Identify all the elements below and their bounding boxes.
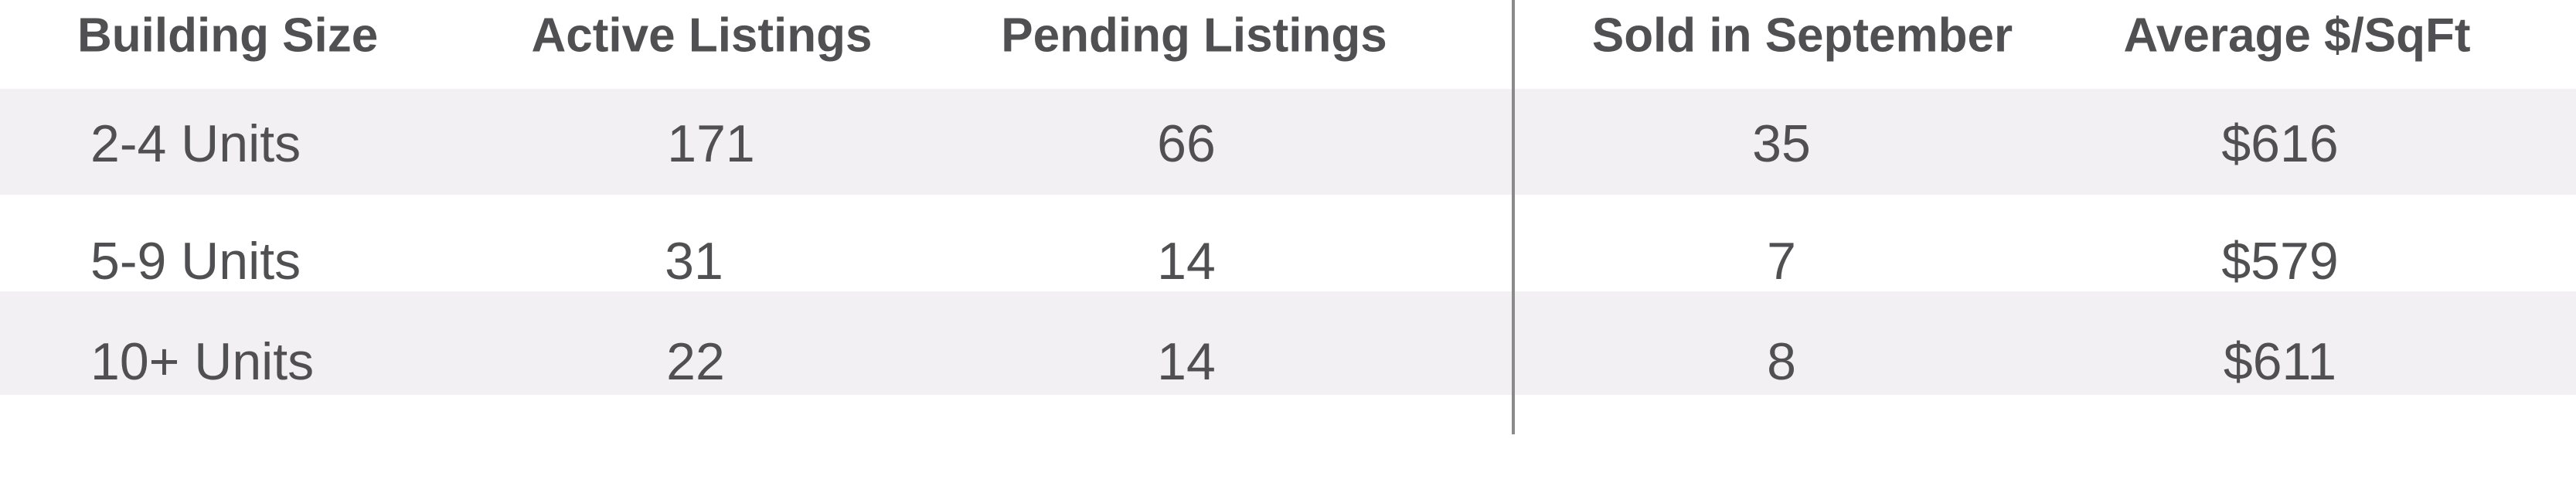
cell-pending: 66: [1157, 114, 1216, 173]
cell-average: $611: [2223, 332, 2337, 391]
cell-sold: 35: [1752, 114, 1811, 173]
cell-active: 31: [665, 232, 723, 291]
column-divider: [1512, 0, 1515, 434]
row-stripe: [0, 291, 2576, 395]
header-average-price: Average $/SqFt: [2123, 9, 2471, 63]
header-building-size: Building Size: [77, 9, 379, 63]
cell-active: 171: [667, 114, 755, 173]
header-active-listings: Active Listings: [531, 9, 873, 63]
cell-pending: 14: [1157, 332, 1216, 391]
cell-sold: 7: [1767, 232, 1796, 291]
header-sold: Sold in September: [1591, 9, 2013, 63]
cell-pending: 14: [1157, 232, 1216, 291]
cell-active: 22: [666, 332, 725, 391]
cell-average: $616: [2221, 114, 2339, 173]
cell-building-size: 5-9 Units: [90, 232, 301, 291]
header-pending-listings: Pending Listings: [1001, 9, 1387, 63]
cell-average: $579: [2221, 232, 2339, 291]
cell-building-size: 10+ Units: [90, 332, 315, 391]
cell-building-size: 2-4 Units: [90, 114, 301, 173]
row-stripe: [0, 89, 2576, 195]
cell-sold: 8: [1767, 332, 1796, 391]
